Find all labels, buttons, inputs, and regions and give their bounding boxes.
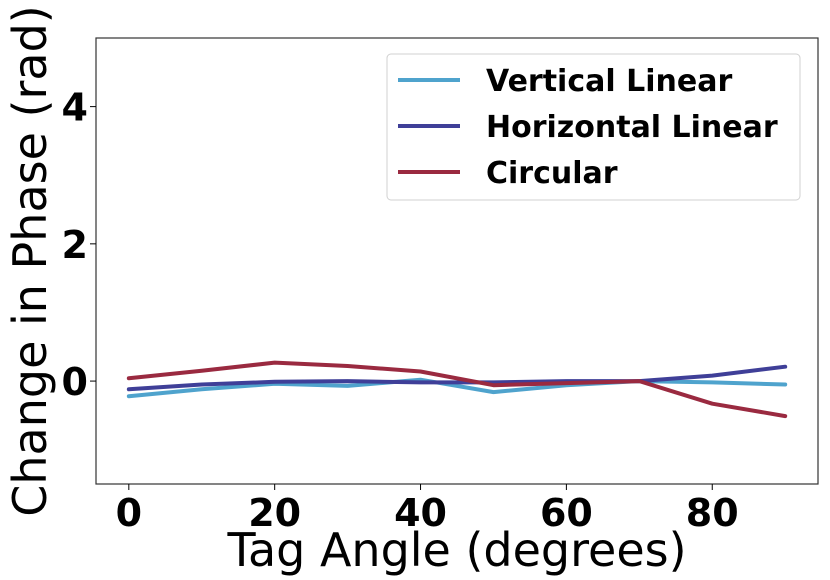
plot-lines bbox=[126, 360, 788, 419]
legend-label-1: Vertical Linear bbox=[486, 64, 732, 99]
y-tick-label: 4 bbox=[62, 86, 88, 130]
x-tick-label: 60 bbox=[540, 491, 593, 535]
x-tick-label: 20 bbox=[248, 491, 301, 535]
series-line-2 bbox=[126, 364, 788, 392]
series-line-3 bbox=[126, 360, 788, 419]
x-tick-label: 0 bbox=[116, 491, 142, 535]
legend-box bbox=[386, 53, 801, 201]
legend: Vertical Linear Horizontal Linear Circular bbox=[386, 53, 801, 201]
x-ticks: 0 20 40 60 80 bbox=[116, 484, 739, 535]
series-line-1 bbox=[126, 377, 788, 399]
y-axis-label: Change in Phase (rad) bbox=[3, 5, 57, 516]
y-ticks: 0 2 4 bbox=[62, 86, 96, 404]
x-tick-label: 40 bbox=[394, 491, 447, 535]
y-tick-label: 2 bbox=[62, 223, 88, 267]
legend-label-3: Circular bbox=[486, 156, 618, 191]
y-tick-label: 0 bbox=[62, 360, 88, 404]
x-axis-label: Tag Angle (degrees) bbox=[226, 523, 686, 577]
plot-frame bbox=[95, 37, 819, 485]
x-tick-label: 80 bbox=[686, 491, 739, 535]
legend-label-2: Horizontal Linear bbox=[486, 110, 778, 145]
